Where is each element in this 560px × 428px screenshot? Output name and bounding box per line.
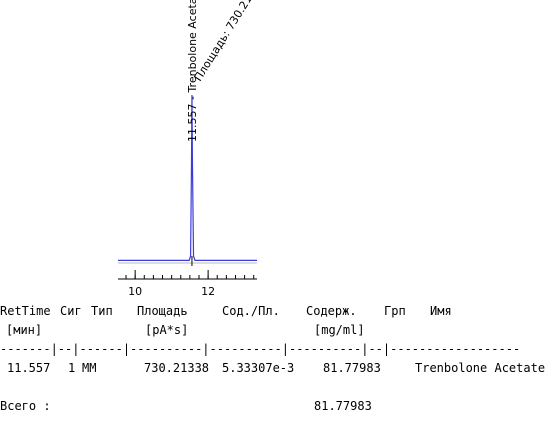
table-cell: MM [82,361,97,375]
table-cell: 1 [68,361,76,375]
x-tick-label: 12 [201,285,215,298]
total-value: 81.77983 [314,399,372,413]
table-cell: 81.77983 [323,361,381,375]
table-cell: Trenbolone Acetate [415,361,546,375]
chromatogram: 10 12 11.557 - Trenbolone AcetateПлощадь: … [118,0,257,298]
separator: -------|--|------|----------|----------|… [0,342,521,356]
column-unit: [pA*s] [145,323,189,337]
column-header: Площадь [137,304,188,318]
table-cell: 11.557 [7,361,51,375]
x-tick-label: 10 [128,285,142,298]
column-header: Содерж. [306,304,357,318]
column-header: Имя [430,304,452,318]
chromatogram-trace [118,94,257,261]
table-cell: 730.21338 [144,361,210,375]
column-unit: [мин] [6,323,43,337]
column-header: Тип [91,304,113,318]
area-label: Площадь: 730.21 [191,0,254,84]
peak-label: 11.557 - Trenbolone Acetate [186,0,199,142]
column-unit: [mg/ml] [314,323,365,337]
table-cell: 5.33307e-3 [222,361,295,375]
column-header: Сод./Пл. [222,304,280,318]
total-label: Всего : [0,399,51,413]
column-header: Грп [384,304,406,318]
column-header: RetTime [0,304,51,318]
column-header: Сиг [60,304,82,318]
